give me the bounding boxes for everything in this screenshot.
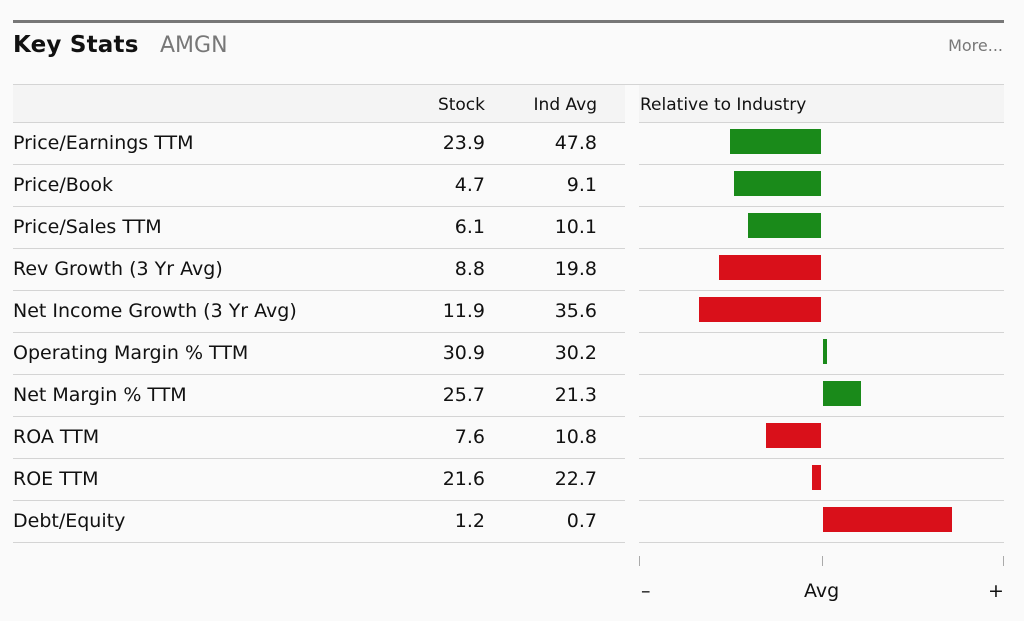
table-row: Net Income Growth (3 Yr Avg) 11.9 35.6 — [13, 291, 625, 333]
top-rule — [13, 20, 1004, 23]
relative-row — [639, 165, 1004, 207]
ind-avg-value: 19.8 — [554, 258, 597, 280]
relative-row — [639, 501, 1004, 543]
relative-bars — [639, 123, 1004, 543]
relative-bar — [699, 297, 821, 322]
relative-bar — [748, 213, 821, 238]
scale-tick-min — [639, 556, 640, 566]
metric-label: ROA TTM — [13, 426, 100, 448]
relative-row — [639, 207, 1004, 249]
relative-row — [639, 333, 1004, 375]
stock-value: 8.8 — [454, 258, 485, 280]
table-row: Debt/Equity 1.2 0.7 — [13, 501, 625, 543]
relative-bar — [823, 339, 827, 364]
relative-row — [639, 249, 1004, 291]
scale-tick-avg — [822, 556, 823, 566]
relative-row — [639, 375, 1004, 417]
table-row: ROA TTM 7.6 10.8 — [13, 417, 625, 459]
metric-label: Operating Margin % TTM — [13, 342, 249, 364]
stock-value: 1.2 — [454, 510, 485, 532]
metric-label: Net Income Growth (3 Yr Avg) — [13, 300, 297, 322]
metric-label: Debt/Equity — [13, 510, 126, 532]
ind-avg-value: 10.8 — [554, 426, 597, 448]
metric-label: Net Margin % TTM — [13, 384, 187, 406]
metric-label: Price/Sales TTM — [13, 216, 162, 238]
relative-bar — [811, 465, 821, 490]
ind-avg-value: 47.8 — [554, 132, 597, 154]
metric-label: Price/Earnings TTM — [13, 132, 194, 154]
table-header: Stock Ind Avg — [13, 85, 625, 123]
table-row: ROE TTM 21.6 22.7 — [13, 459, 625, 501]
stock-value: 25.7 — [442, 384, 485, 406]
table-row: Price/Sales TTM 6.1 10.1 — [13, 207, 625, 249]
ind-avg-value: 21.3 — [554, 384, 597, 406]
ind-avg-value: 22.7 — [554, 468, 597, 490]
scale-tick-max — [1003, 556, 1004, 566]
key-stats-table: Stock Ind Avg Price/Earnings TTM 23.9 47… — [13, 85, 625, 543]
metric-label: ROE TTM — [13, 468, 99, 490]
scale-avg-label: Avg — [804, 580, 840, 602]
relative-row — [639, 291, 1004, 333]
column-header-ind-avg: Ind Avg — [533, 95, 597, 115]
table-row: Rev Growth (3 Yr Avg) 8.8 19.8 — [13, 249, 625, 291]
stock-value: 21.6 — [442, 468, 485, 490]
stock-value: 7.6 — [454, 426, 485, 448]
more-link[interactable]: More... — [948, 36, 1003, 55]
relative-bar — [766, 423, 821, 448]
stock-value: 23.9 — [442, 132, 485, 154]
section-title: Key Stats — [13, 32, 139, 58]
scale-minus-label: – — [641, 580, 651, 602]
scale-plus-label: + — [988, 580, 1004, 602]
ind-avg-value: 10.1 — [554, 216, 597, 238]
header-divider — [13, 84, 1004, 85]
metric-label: Price/Book — [13, 174, 114, 196]
ind-avg-value: 30.2 — [554, 342, 597, 364]
stock-value: 11.9 — [442, 300, 485, 322]
relative-bar — [823, 381, 862, 406]
table-row: Operating Margin % TTM 30.9 30.2 — [13, 333, 625, 375]
table-row: Price/Book 4.7 9.1 — [13, 165, 625, 207]
relative-bar — [730, 129, 821, 154]
table-row: Net Margin % TTM 25.7 21.3 — [13, 375, 625, 417]
relative-bar — [719, 255, 821, 280]
relative-bar — [823, 507, 953, 532]
stock-value: 4.7 — [454, 174, 485, 196]
relative-title: Relative to Industry — [640, 95, 807, 115]
ind-avg-value: 9.1 — [566, 174, 597, 196]
relative-to-industry-panel: Relative to Industry — [639, 85, 1004, 543]
stock-value: 6.1 — [454, 216, 485, 238]
relative-header: Relative to Industry — [639, 85, 1004, 123]
relative-row — [639, 123, 1004, 165]
table-row: Price/Earnings TTM 23.9 47.8 — [13, 123, 625, 165]
stock-value: 30.9 — [442, 342, 485, 364]
ticker-symbol: AMGN — [160, 33, 228, 58]
relative-bar — [733, 171, 821, 196]
relative-scale: – Avg + — [639, 556, 1004, 616]
relative-row — [639, 459, 1004, 501]
metric-label: Rev Growth (3 Yr Avg) — [13, 258, 223, 280]
ind-avg-value: 0.7 — [566, 510, 597, 532]
ind-avg-value: 35.6 — [554, 300, 597, 322]
relative-row — [639, 417, 1004, 459]
column-header-stock: Stock — [437, 95, 485, 115]
